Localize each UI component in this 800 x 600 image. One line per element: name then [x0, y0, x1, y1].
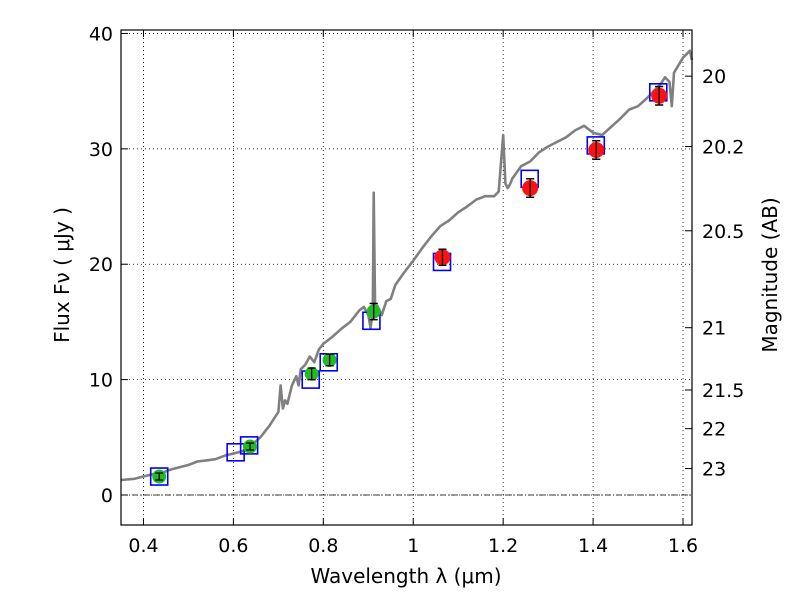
y-tick-label: 10 — [89, 370, 113, 392]
x-tick-label: 1 — [407, 535, 419, 557]
y2-tick-label: 22 — [702, 419, 726, 441]
x-tick-label: 1.4 — [578, 535, 608, 557]
spectrum-series — [120, 49, 694, 482]
plot-border — [120, 29, 693, 526]
y2-tick-label: 20.5 — [702, 221, 744, 243]
y2-tick-label: 21.5 — [702, 380, 744, 402]
y-tick-label: 20 — [89, 254, 113, 276]
model-square — [226, 443, 245, 462]
y2-tick-label: 20 — [702, 66, 726, 88]
model-square — [239, 436, 259, 455]
y2-axis-label: Magnitude (AB) — [758, 197, 782, 352]
x-tick-label: 1.2 — [488, 535, 518, 557]
x-tick-label: 1.6 — [668, 535, 698, 557]
plot-frame — [120, 29, 693, 526]
y-tick-label: 0 — [101, 485, 113, 507]
x-axis-label: Wavelength λ (μm) — [310, 564, 501, 588]
x-tick-label: 0.6 — [218, 535, 248, 557]
model-square — [149, 467, 169, 486]
y2-tick-label: 23 — [702, 459, 726, 481]
x-tick-label: 0.8 — [308, 535, 338, 557]
y-tick-label: 40 — [89, 23, 113, 45]
model-series — [149, 83, 668, 486]
photometry-points — [152, 85, 668, 484]
ticks: 0.4 0.6 0.8 1 1.2 1.4 1.6 0 10 20 30 40 20 20.2 20.5 21… — [89, 23, 745, 557]
x-tick-label: 0.4 — [128, 535, 158, 557]
spectrum-line — [120, 49, 694, 482]
y-tick-label: 30 — [89, 139, 113, 161]
y-axis-label: Flux Fν ( μJy ) — [50, 207, 74, 343]
y2-tick-label: 20.2 — [702, 137, 744, 159]
grid — [121, 30, 692, 525]
y2-tick-label: 21 — [702, 318, 726, 340]
